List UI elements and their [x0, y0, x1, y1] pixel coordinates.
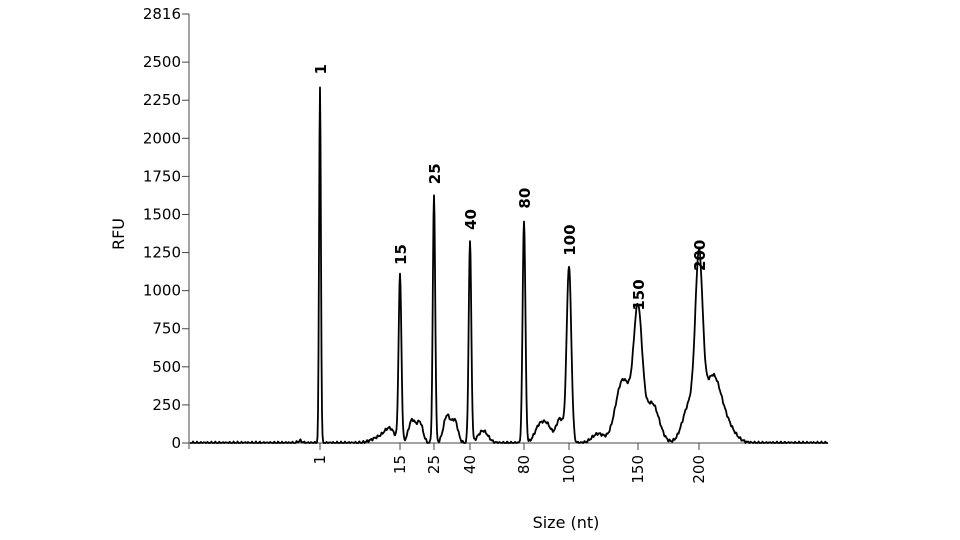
y-tick-label: 1500: [143, 205, 181, 223]
peak-label: 25: [426, 163, 444, 184]
peak-labels: 1 15 25 40 80 100 150 200: [312, 64, 709, 311]
x-tick-label: 1: [311, 455, 329, 465]
x-axis: 1 15 25 40 80 100 150 200: [189, 442, 828, 484]
peak-label: 40: [462, 209, 480, 230]
x-tick-label: 15: [391, 455, 409, 474]
x-tick-label: 25: [425, 455, 443, 474]
peak-label: 100: [561, 224, 579, 255]
peak-label: 80: [516, 188, 534, 209]
y-tick-label: 2500: [143, 53, 181, 71]
x-tick-label: 150: [629, 455, 647, 484]
x-tick-label: 200: [690, 455, 708, 484]
x-axis-title: Size (nt): [533, 513, 600, 532]
y-tick-label: 500: [152, 358, 181, 376]
rfu-trace-line: [189, 86, 829, 444]
peak-label: 15: [392, 244, 410, 265]
y-tick-label: 0: [171, 434, 181, 452]
y-tick-label: 1250: [143, 244, 181, 262]
y-tick-label: 2816: [143, 5, 181, 23]
y-tick-label: 250: [152, 396, 181, 414]
peak-label: 1: [312, 64, 330, 74]
x-tick-label: 100: [560, 455, 578, 484]
y-tick-label: 1750: [143, 167, 181, 185]
y-tick-label: 750: [152, 320, 181, 338]
y-axis-title: RFU: [109, 218, 128, 250]
y-tick-label: 1000: [143, 282, 181, 300]
x-tick-label: 40: [461, 455, 479, 474]
y-tick-label: 2000: [143, 129, 181, 147]
y-tick-label: 2250: [143, 91, 181, 109]
peak-label: 200: [691, 240, 709, 271]
x-tick-label: 80: [515, 455, 533, 474]
y-axis: 0 250 500 750 1000 1250 1500 1750 2000 2250 2500 28…: [143, 5, 190, 452]
peak-label: 150: [630, 279, 648, 310]
